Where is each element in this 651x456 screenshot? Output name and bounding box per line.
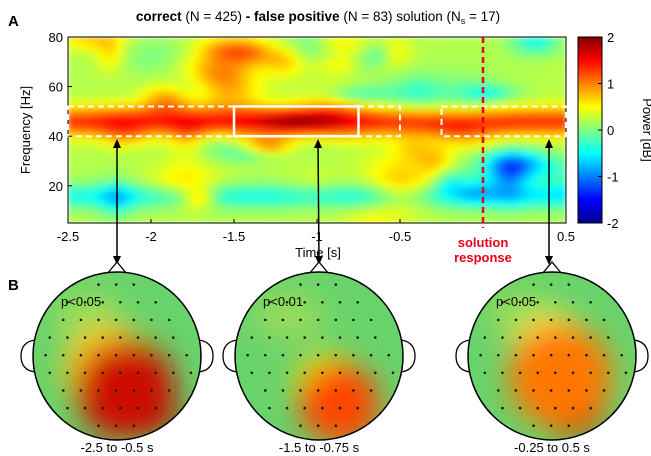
x-tick-label: -1.5 [223,229,245,244]
x-tick-label: -2.5 [57,229,79,244]
y-tick-label: 20 [49,179,63,194]
chart-title: correct (N = 425) - false positive (N = … [136,9,500,26]
colorbar-tick-label: 0 [607,123,614,138]
y-axis-label: Frequency [Hz] [18,86,33,174]
heatmap [68,37,566,223]
topomap-pvalue: p<0.05 [496,294,536,309]
panel-label-a: A [8,13,19,30]
highlight-windows [67,105,567,138]
x-tick-label: 0.5 [557,229,575,244]
topomap-pvalue: p<0.05 [61,294,101,309]
panel-label-b: B [8,277,19,294]
y-tick-label: 80 [49,30,63,45]
connectors [113,139,553,265]
title-part-n1: (N = 425) [182,9,246,24]
topomap-2: p<0.01 -1.5 to -0.75 s [222,260,416,455]
axis-ticks: -2.5 -2 -1.5 -1 -0.5 0.5 20 40 60 80 [49,30,576,244]
title-part-correct: correct [136,9,182,24]
title-part-n3: = 17) [465,9,500,24]
title-part-false-positive: - false positive [246,9,340,24]
x-tick-label: -2 [145,229,157,244]
colorbar-tick-label: -2 [607,216,619,231]
title-part-n2: (N = 83) solution (N [340,9,461,24]
topomap-3: p<0.05 -0.25 to 0.5 s [455,260,649,455]
x-tick-label: -1 [311,229,323,244]
colorbar-tick-label: 1 [607,77,614,92]
y-tick-label: 60 [49,80,63,95]
y-tick-label: 40 [49,129,63,144]
x-tick-label: -0.5 [389,229,411,244]
topomap-window-label: -1.5 to -0.75 s [279,440,360,455]
topomap-1: p<0.05 -2.5 to -0.5 s [20,260,214,455]
colorbar-ticks: 2 1 0 -1 -2 [598,30,619,231]
annotation-solution: solution [458,235,509,250]
topomap-window-label: -2.5 to -0.5 s [81,440,154,455]
topomap-window-label: -0.25 to 0.5 s [514,440,590,455]
highlight-window-2 [232,105,360,138]
colorbar-label: Power [dB] [640,98,651,162]
x-axis-label: Time [s] [295,245,341,260]
topomaps: p<0.05 -2.5 to -0.5 s p<0.01 -1.5 to -0.75 … [20,260,649,455]
title-part-subscript: s [461,16,466,26]
topomap-pvalue: p<0.01 [263,294,303,309]
colorbar-tick-label: -1 [607,170,619,185]
highlight-window-3 [440,105,567,138]
annotation-response: response [454,250,512,265]
colorbar-tick-label: 2 [607,30,614,45]
